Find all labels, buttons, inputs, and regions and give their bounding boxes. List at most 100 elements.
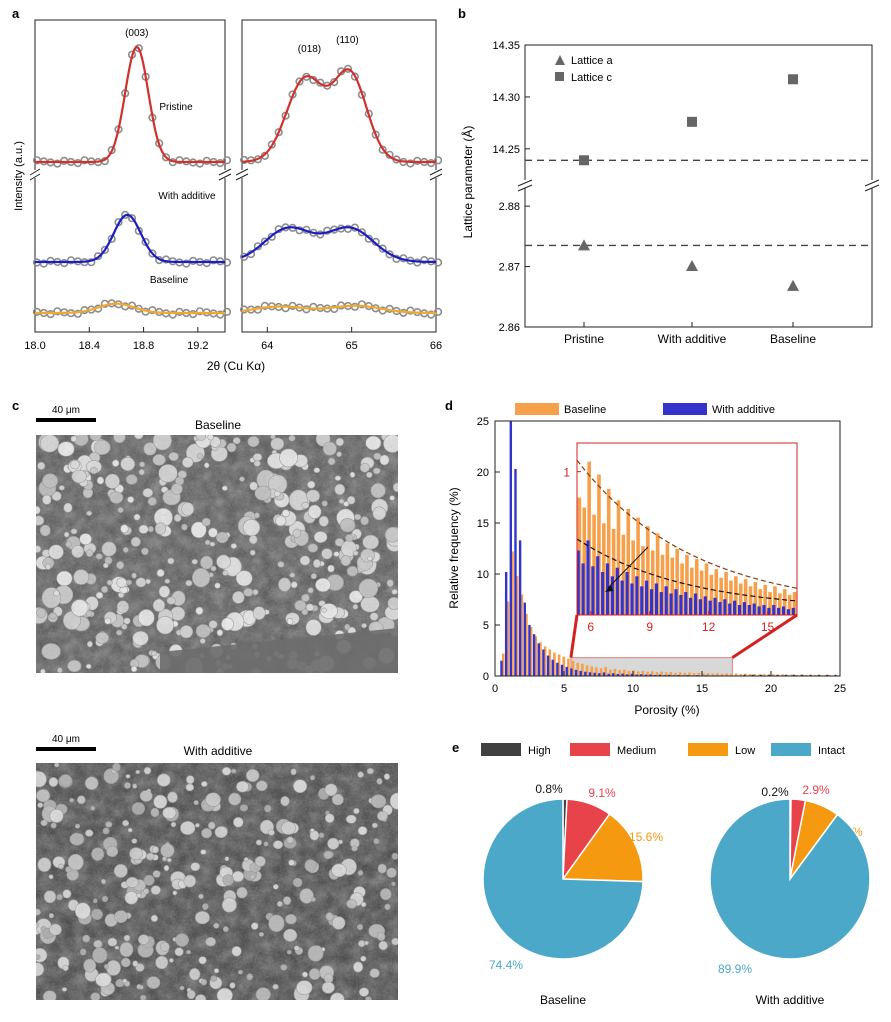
hist-bar-tail: [809, 674, 812, 676]
inset-connector-left: [569, 614, 579, 658]
inset-bar-additive: [772, 604, 776, 615]
hist-bar-baseline: [618, 670, 621, 676]
inset-bar-additive: [669, 593, 673, 615]
hist-bar-baseline: [571, 660, 575, 676]
hist-bar-baseline: [706, 673, 710, 676]
inset-bar-additive: [708, 600, 712, 615]
xrd-data-point: [316, 230, 325, 239]
hist-bar-additive: [635, 674, 638, 676]
hist-bar-baseline: [660, 671, 663, 676]
xrd-data-point: [343, 64, 353, 73]
legend-label-lattice-c: Lattice c: [571, 72, 612, 84]
pie-legend-swatch-intact: [771, 743, 811, 756]
hist-bar-additive: [602, 672, 606, 676]
hist-bar-baseline: [772, 674, 775, 676]
inset-bar-baseline: [582, 507, 587, 615]
sem-title-baseline: Baseline: [195, 418, 241, 432]
xrd-x-axis-label: 2θ (Cu Kα): [207, 359, 265, 373]
inset-bar-baseline: [636, 517, 640, 615]
porosity-y-tick-label: 15: [477, 518, 489, 530]
porosity-y-tick-label: 20: [477, 467, 489, 479]
hist-bar-additive: [630, 673, 634, 676]
inset-bar-baseline: [714, 569, 719, 615]
hist-bar-additive: [518, 540, 522, 676]
inset-bar-baseline: [587, 461, 591, 615]
inset-bar-additive: [591, 566, 595, 615]
hist-bar-additive: [551, 659, 554, 676]
hist-bar-baseline: [501, 653, 505, 676]
inset-bar-baseline: [685, 554, 689, 615]
inset-bar-baseline: [729, 580, 733, 615]
panel-e-pies: e High Medium Low Intact 0.8% 9.1% 15.6% 74.4%…: [452, 740, 871, 1007]
hist-bar-baseline: [650, 671, 654, 676]
hist-bar-tail: [751, 674, 754, 676]
hist-bar-additive: [588, 672, 592, 676]
porosity-inset: 6 9 12 151: [563, 442, 798, 659]
inset-bar-baseline: [602, 523, 606, 615]
xrd-data-point: [406, 159, 415, 168]
hist-bar-additive: [607, 673, 610, 676]
xrd-tick-label: 66: [430, 340, 442, 352]
xrd-curves: [32, 44, 443, 319]
pie-legend-label: Low: [735, 745, 755, 757]
hist-bar-baseline: [748, 674, 752, 676]
xrd-data-point: [330, 77, 339, 87]
inset-bar-additive: [781, 606, 786, 615]
hist-bar-baseline: [576, 662, 580, 676]
porosity-y-tick-label: 0: [483, 671, 489, 683]
panel-label-d: d: [445, 398, 453, 413]
porosity-y-axis-label: Relative frequency (%): [447, 487, 461, 608]
porosity-x-tick-label: 0: [492, 683, 498, 695]
xrd-data-point: [100, 245, 109, 254]
xrd-data-point: [274, 128, 283, 137]
hist-bar-baseline: [548, 649, 552, 676]
hist-bar-baseline: [799, 674, 803, 676]
inset-bar-additive: [654, 583, 659, 615]
pie-slice-intact: [709, 798, 871, 960]
lattice-y-tick-label: 14.35: [492, 40, 520, 52]
hist-bar-tail: [817, 674, 820, 676]
lattice-y-tick-label: 14.30: [492, 92, 520, 104]
hist-bar-additive: [560, 664, 564, 676]
xrd-data-point: [316, 78, 325, 87]
hist-bar-additive: [556, 662, 559, 676]
xrd-data-point: [350, 72, 360, 81]
axis-break-marks: [29, 168, 443, 181]
hist-bar-baseline: [622, 669, 626, 676]
hist-bar-baseline: [599, 668, 603, 676]
inset-bar-baseline: [655, 533, 660, 615]
inset-bar-additive: [698, 599, 703, 615]
inset-x-tick-label: 6: [587, 620, 594, 634]
xrd-series-label: Pristine: [159, 102, 193, 113]
inset-bar-additive: [791, 607, 795, 615]
xrd-data-point: [168, 310, 177, 319]
panel-a-xrd: a 18.0 18.4 18.8 19.2 64 65 66 (003) (018) (110)…: [12, 6, 443, 373]
inset-bar-additive: [576, 550, 580, 615]
legend-label-lattice-a: Lattice a: [571, 55, 613, 67]
xrd-data-point: [53, 159, 62, 168]
porosity-x-tick-label: 15: [696, 683, 708, 695]
lattice-y-tick-label: 2.87: [499, 262, 520, 274]
hist-bar-additive: [616, 673, 620, 676]
panel-d-porosity: d Baseline With additive 00 5 5 10 10 15 15 20 2…: [445, 398, 846, 717]
xrd-fit-curve-2: [241, 304, 437, 315]
inset-bar-baseline: [606, 488, 611, 615]
xrd-data-point: [281, 304, 290, 313]
hist-bar-additive: [500, 660, 503, 676]
xrd-tick-label: 19.2: [187, 340, 208, 352]
hist-bar-additive: [574, 669, 578, 676]
hist-bar-additive: [509, 421, 513, 676]
lattice-axis-break: [517, 179, 880, 192]
hist-bar-baseline: [795, 674, 798, 676]
pie-slice-label: 9.1%: [588, 786, 616, 800]
inset-bar-additive: [762, 604, 766, 615]
hist-bar-baseline: [543, 646, 547, 676]
inset-bar-baseline: [719, 577, 723, 615]
inset-bar-baseline: [690, 567, 694, 615]
inset-bar-additive: [615, 567, 619, 615]
inset-bar-additive: [674, 589, 678, 615]
hist-bar-baseline: [655, 672, 659, 676]
pie-slice-label: 0.2%: [761, 785, 789, 799]
hist-bar-additive: [542, 649, 545, 676]
inset-bar-baseline: [621, 534, 626, 615]
